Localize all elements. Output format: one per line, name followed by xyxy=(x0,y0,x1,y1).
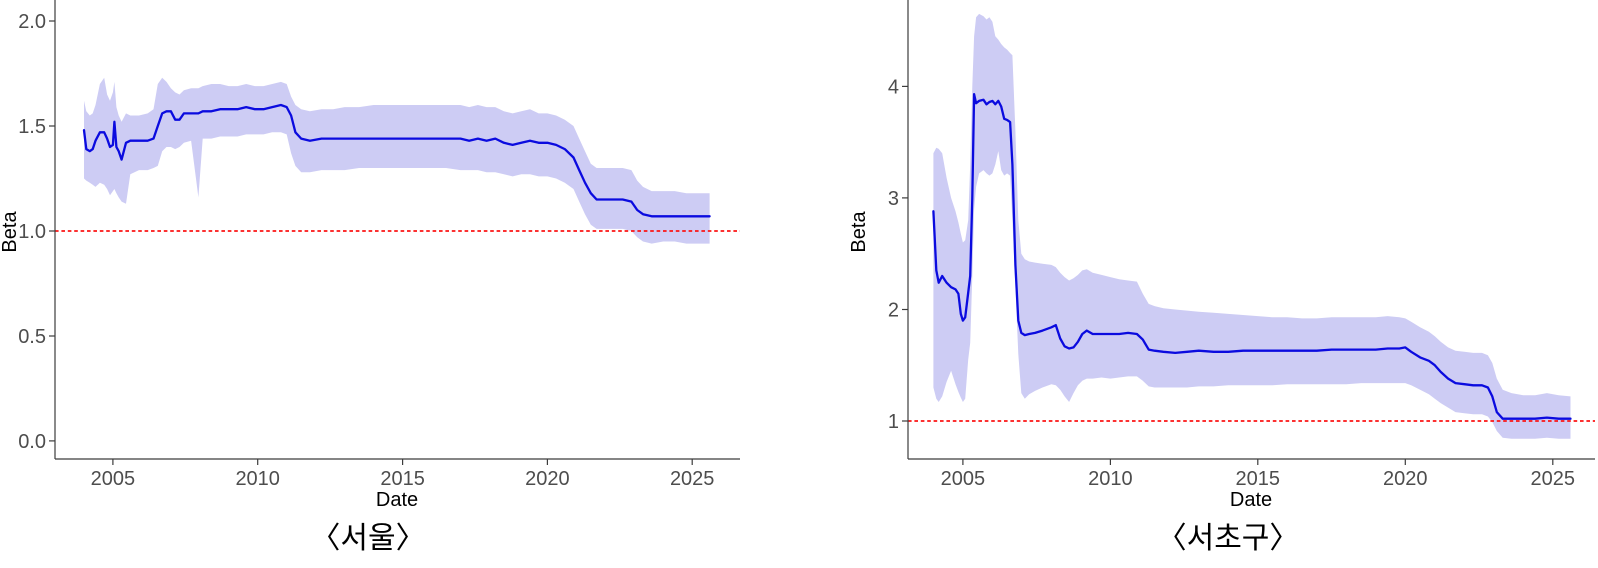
x-tick-label: 2020 xyxy=(525,468,570,490)
y-tick-label: 2.0 xyxy=(18,11,46,33)
plot-area: 2005 2010 2015 2020 2025 1 2 3 4 xyxy=(888,0,1595,490)
y-tick-label: 1.0 xyxy=(18,221,46,243)
chart-svg-seocho: 2005 2010 2015 2020 2025 1 2 3 4 Beta Date 〈서초구〉 xyxy=(848,0,1595,555)
chart-seocho: 2005 2010 2015 2020 2025 1 2 3 4 Beta Date 〈서초구〉 xyxy=(799,0,1598,568)
x-tick-label: 2005 xyxy=(91,468,136,490)
chart-seoul: 2005 2010 2015 2020 2025 0.0 0.5 1.0 1.5 2.0 Beta… xyxy=(0,0,740,555)
y-tick-label: 1 xyxy=(888,411,899,433)
x-axis-title: Date xyxy=(376,489,418,511)
beta-line xyxy=(82,103,711,218)
y-tick-label: 3 xyxy=(888,188,899,210)
x-tick-label: 2025 xyxy=(1531,468,1576,490)
x-tick-label: 2025 xyxy=(670,468,715,490)
beta-line xyxy=(932,93,1572,420)
y-tick-label: 1.5 xyxy=(18,116,46,138)
x-axis-title: Date xyxy=(1230,489,1272,511)
chart-caption: 〈서초구〉 xyxy=(1157,522,1300,555)
y-tick-label: 0.0 xyxy=(18,431,46,453)
y-axis-title: Beta xyxy=(0,211,21,253)
chart-caption: 〈서울〉 xyxy=(310,522,425,555)
x-tick-label: 2015 xyxy=(1236,468,1281,490)
x-tick-label: 2015 xyxy=(380,468,425,490)
confidence-band xyxy=(84,77,710,244)
x-tick-label: 2020 xyxy=(1383,468,1428,490)
y-tick-label: 0.5 xyxy=(18,326,46,348)
x-tick-label: 2005 xyxy=(941,468,986,490)
confidence-band xyxy=(933,13,1571,439)
x-tick-label: 2010 xyxy=(235,468,280,490)
y-axis-title: Beta xyxy=(848,211,870,253)
y-tick-label: 4 xyxy=(888,76,899,98)
x-tick-label: 2010 xyxy=(1088,468,1133,490)
chart-svg-seoul: 2005 2010 2015 2020 2025 0.0 0.5 1.0 1.5 2.0 Beta… xyxy=(0,0,740,555)
plot-area: 2005 2010 2015 2020 2025 0.0 0.5 1.0 1.5 2.0 xyxy=(18,0,740,490)
y-tick-label: 2 xyxy=(888,300,899,322)
